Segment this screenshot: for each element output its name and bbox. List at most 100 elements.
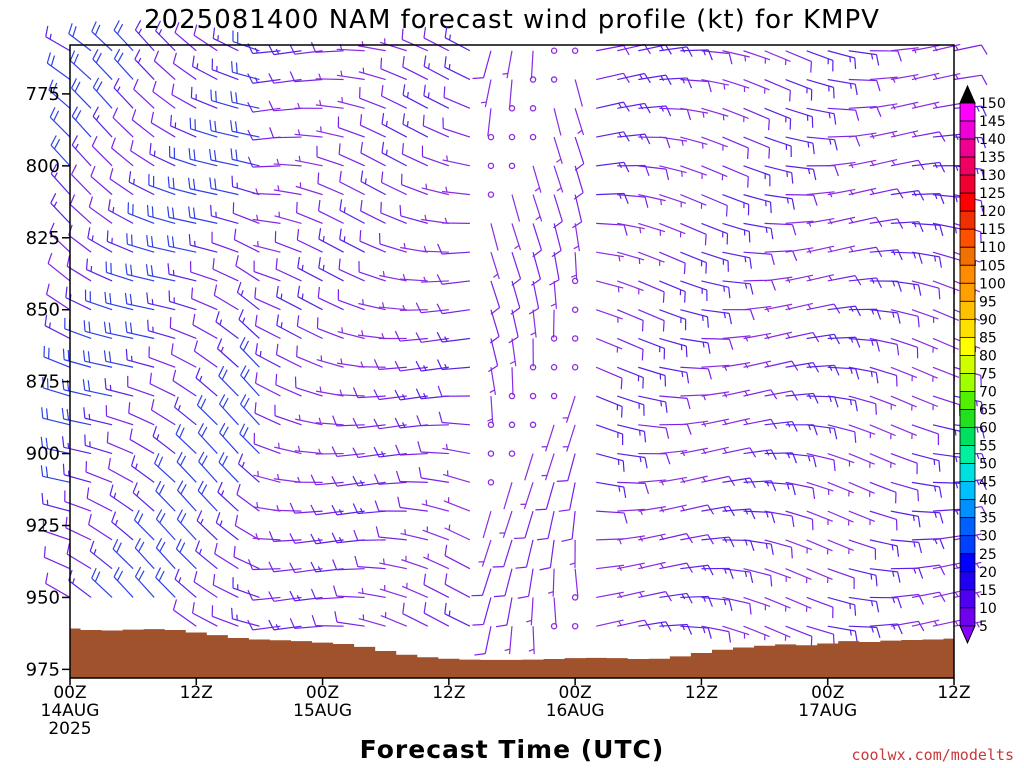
wind-barb <box>806 481 834 495</box>
wind-barb <box>353 529 386 541</box>
wind-barb <box>71 135 92 167</box>
wind-barb <box>231 607 260 627</box>
wind-barb <box>659 222 686 238</box>
wind-barb <box>254 287 281 311</box>
wind-barb <box>806 218 835 225</box>
wind-barb <box>890 251 923 264</box>
wind-barb <box>125 348 155 368</box>
wind-barb <box>827 453 855 467</box>
wind-barb <box>402 84 429 109</box>
wind-barb <box>595 337 623 353</box>
wind-barb <box>638 309 665 332</box>
wind-barb <box>297 285 323 311</box>
wind-barb <box>295 155 323 167</box>
wind-barb <box>571 364 579 371</box>
colorbar-tick-label: 85 <box>979 330 997 346</box>
wind-barb <box>375 526 407 541</box>
wind-barb <box>310 561 344 573</box>
wind-barb <box>196 394 218 426</box>
wind-barb <box>743 222 774 240</box>
wind-barb <box>701 165 728 181</box>
wind-barb <box>247 73 281 84</box>
wind-barb <box>869 453 896 469</box>
wind-barb <box>196 510 218 541</box>
wind-barb <box>125 263 155 282</box>
colorbar-swatch <box>959 499 976 519</box>
wind-barb <box>240 394 260 426</box>
wind-barb <box>638 74 672 86</box>
wind-barb <box>85 258 113 282</box>
wind-barb <box>911 395 939 411</box>
wind-barb <box>209 177 239 196</box>
wind-barb <box>171 83 197 109</box>
terrain-fill <box>70 628 954 678</box>
wind-barb <box>128 171 155 196</box>
wind-barb <box>806 78 835 99</box>
wind-barb <box>659 46 693 57</box>
wind-barb <box>274 231 302 253</box>
wind-barb <box>569 539 576 568</box>
wind-barb <box>192 602 218 627</box>
wind-barb <box>571 335 579 342</box>
wind-barb <box>722 335 751 342</box>
colorbar-tick-label: 120 <box>979 204 1006 220</box>
wind-barb <box>571 306 579 313</box>
wind-barb <box>442 155 471 167</box>
wind-barb <box>911 510 944 524</box>
wind-barb <box>932 309 960 325</box>
wind-barb <box>442 443 471 455</box>
wind-barb <box>46 52 71 81</box>
wind-barb <box>233 545 260 570</box>
wind-barb <box>701 251 729 272</box>
wind-barb <box>92 106 113 138</box>
wind-barb <box>869 424 896 440</box>
wind-barb <box>509 79 513 108</box>
wind-barb <box>44 314 71 340</box>
wind-barb <box>310 588 344 600</box>
colorbar-tick-label: 105 <box>979 258 1006 274</box>
wind-barb <box>722 539 755 552</box>
wind-barb <box>146 234 176 253</box>
wind-barb <box>764 510 795 528</box>
wind-barb <box>273 158 302 167</box>
wind-barb <box>911 251 942 268</box>
wind-barb <box>550 364 558 371</box>
wind-barb <box>743 568 773 587</box>
wind-barb <box>596 222 628 236</box>
wind-barb <box>167 206 197 224</box>
wind-barb <box>617 395 645 416</box>
wind-barb <box>268 561 302 573</box>
wind-barb <box>680 309 709 328</box>
wind-barb <box>62 348 92 368</box>
wind-barb <box>806 107 837 125</box>
wind-barb <box>252 533 281 541</box>
wind-barb <box>848 625 881 639</box>
wind-barb <box>680 78 712 93</box>
wind-barb <box>489 309 500 344</box>
colorbar-tick-label: 30 <box>979 529 997 545</box>
wind-barb <box>547 568 555 597</box>
wind-barb <box>401 173 429 196</box>
wind-barb <box>132 482 155 512</box>
wind-barb <box>296 228 323 253</box>
wind-barb <box>595 424 624 446</box>
wind-barb <box>253 241 281 253</box>
wind-barb <box>508 162 516 170</box>
wind-barb <box>743 251 775 266</box>
wind-barb <box>764 250 798 262</box>
wind-barb <box>423 553 450 570</box>
wind-barb <box>571 622 579 630</box>
wind-barb <box>722 568 754 583</box>
colorbar-tick-label: 15 <box>979 583 997 599</box>
colorbar-swatch <box>959 156 976 176</box>
wind-barb <box>890 73 919 81</box>
wind-barb <box>890 539 923 554</box>
wind-barb <box>275 373 302 397</box>
wind-barb <box>399 204 428 224</box>
wind-barb <box>211 605 239 627</box>
wind-barb <box>785 78 813 101</box>
wind-barb <box>401 143 429 167</box>
x-tick-label: 12Z <box>937 683 970 703</box>
wind-barb <box>490 223 499 251</box>
wind-barb <box>82 379 113 397</box>
